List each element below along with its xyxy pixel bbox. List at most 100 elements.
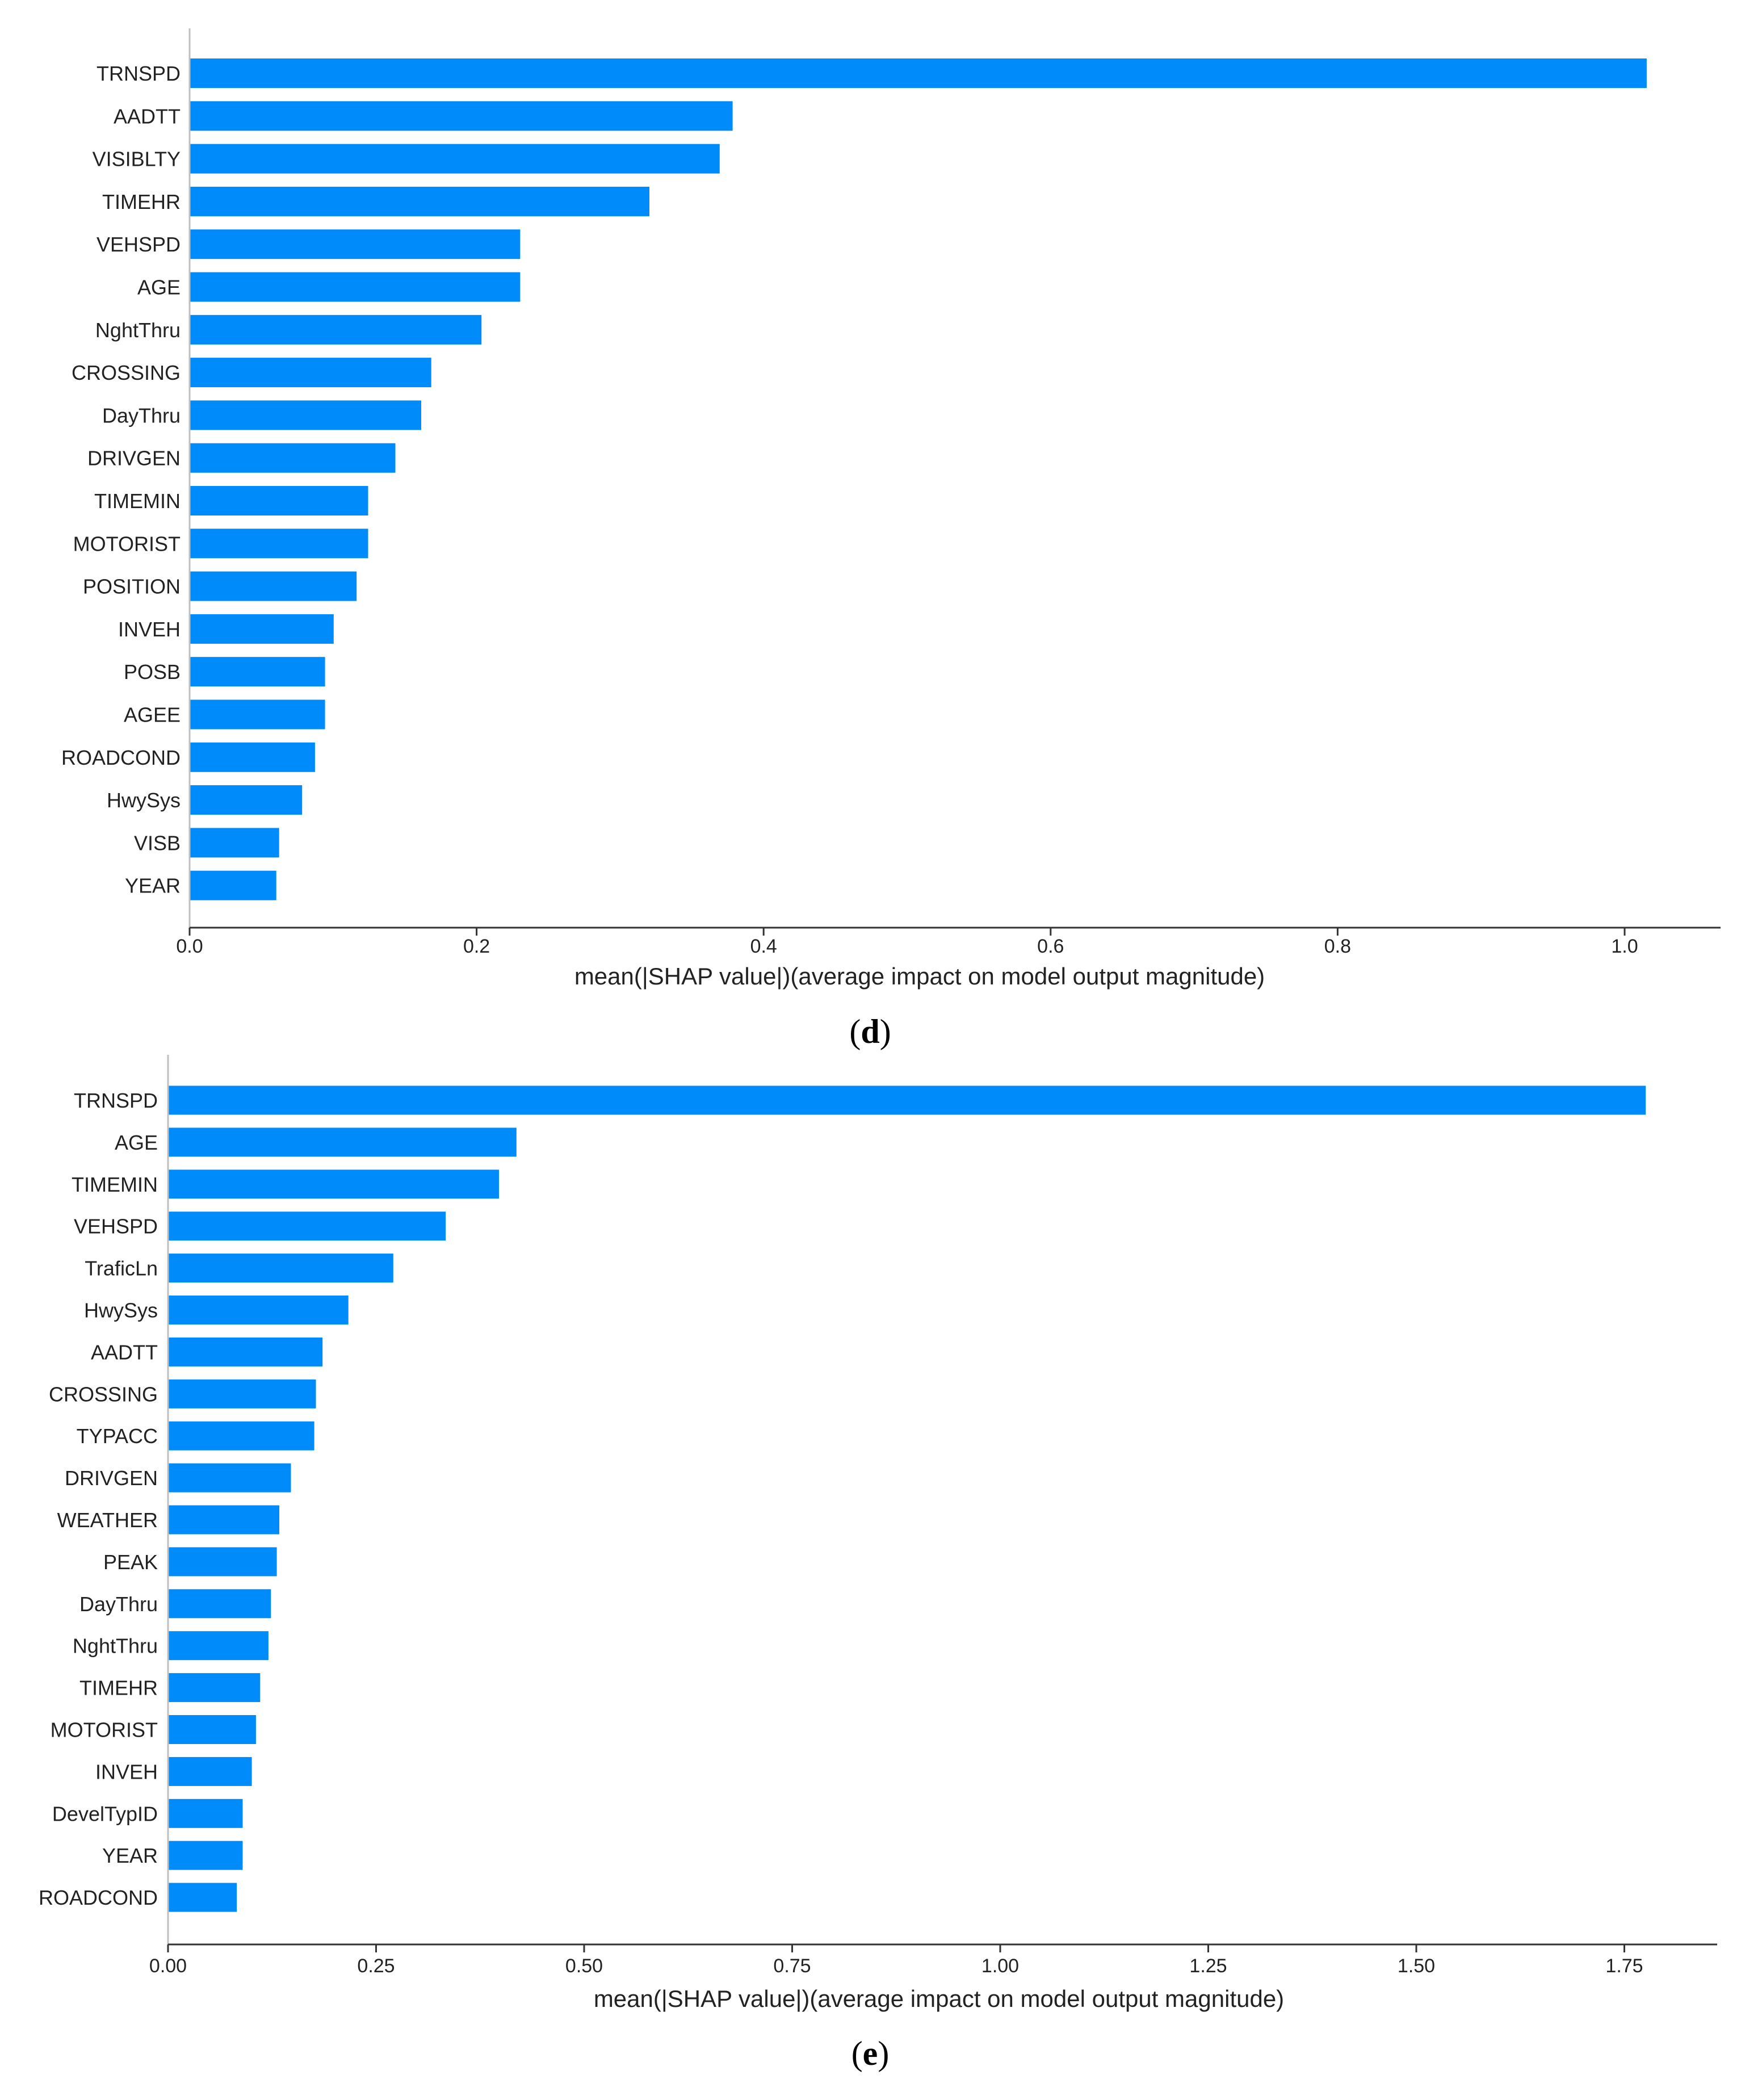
category-label-vehspd: VEHSPD: [74, 1215, 158, 1238]
category-label-trnspd: TRNSPD: [74, 1089, 158, 1112]
bar-roadcond: [169, 1883, 237, 1912]
bar-drivgen: [190, 443, 396, 473]
x-axis-label: mean(|SHAP value|)(average impact on mod…: [574, 963, 1265, 990]
bar-timemin: [190, 486, 368, 515]
bar-motorist: [190, 529, 368, 559]
category-label-age: AGE: [137, 276, 181, 299]
bar-aadtt: [169, 1337, 323, 1367]
category-label-hwysys: HwySys: [107, 789, 181, 812]
bar-age: [169, 1127, 517, 1157]
category-label-year: YEAR: [125, 874, 181, 898]
x-tick-label: 0.6: [1037, 936, 1064, 957]
bar-trnspd: [169, 1085, 1646, 1115]
bar-crossing: [169, 1379, 316, 1409]
bar-agee: [190, 699, 325, 730]
bar-nghtthru: [190, 315, 482, 345]
x-tick-label: 0.75: [773, 1955, 811, 1977]
bar-nghtthru: [169, 1631, 269, 1661]
bar-inveh: [169, 1757, 252, 1786]
category-label-year: YEAR: [102, 1844, 158, 1867]
bar-timehr: [190, 186, 649, 216]
category-label-typacc: TYPACC: [77, 1424, 158, 1448]
category-label-posb: POSB: [124, 660, 181, 684]
bar-traficln: [169, 1254, 393, 1283]
bar-trnspd: [190, 58, 1647, 88]
chart-panel-e: TRNSPD AGE TIMEMIN VEHSPD TraficLn HwySys AADT…: [39, 1055, 1717, 2072]
category-label-peak: PEAK: [103, 1550, 158, 1574]
category-label-drivgen: DRIVGEN: [65, 1466, 158, 1490]
x-tick-label: 0.4: [750, 936, 777, 957]
bar-develtypid: [169, 1799, 243, 1828]
x-tick-label: 1.00: [981, 1955, 1019, 1977]
bar-year: [169, 1841, 243, 1870]
category-label-vehspd: VEHSPD: [97, 233, 181, 256]
category-label-daythru: DayThru: [79, 1592, 158, 1616]
category-label-roadcond: ROADCOND: [39, 1886, 158, 1909]
category-label-age: AGE: [115, 1131, 158, 1154]
category-label-roadcond: ROADCOND: [61, 746, 181, 769]
bar-year: [190, 870, 276, 900]
category-label-timehr: TIMEHR: [79, 1676, 158, 1700]
category-label-daythru: DayThru: [102, 404, 181, 427]
bar-weather: [169, 1505, 279, 1535]
category-label-timehr: TIMEHR: [102, 190, 181, 213]
bar-aadtt: [190, 101, 733, 131]
category-label-traficln: TraficLn: [85, 1257, 158, 1280]
bar-daythru: [169, 1589, 271, 1619]
category-label-position: POSITION: [83, 575, 181, 598]
bar-motorist: [169, 1715, 256, 1744]
category-label-drivgen: DRIVGEN: [87, 447, 181, 470]
x-tick-label: 1.75: [1605, 1955, 1643, 1977]
bar-vehspd: [169, 1212, 446, 1241]
bar-inveh: [190, 614, 334, 644]
x-tick-label: 0.8: [1324, 936, 1351, 957]
bar-visiblty: [190, 144, 720, 174]
category-label-timemin: TIMEMIN: [94, 489, 181, 513]
category-label-weather: WEATHER: [57, 1508, 158, 1532]
bar-timemin: [169, 1170, 499, 1199]
category-label-trnspd: TRNSPD: [97, 62, 181, 85]
bar-crossing: [190, 358, 431, 388]
category-label-nghtthru: NghtThru: [95, 318, 181, 342]
bar-vehspd: [190, 229, 521, 259]
bar-typacc: [169, 1421, 314, 1451]
category-label-nghtthru: NghtThru: [73, 1634, 158, 1658]
category-label-crossing: CROSSING: [49, 1382, 158, 1406]
category-label-visb: VISB: [134, 831, 181, 854]
panel-label: (e): [851, 2035, 890, 2072]
bar-daythru: [190, 400, 421, 430]
category-label-agee: AGEE: [124, 703, 181, 727]
bar-age: [190, 272, 521, 302]
category-label-aadtt: AADTT: [114, 104, 181, 128]
chart-panel-d: TRNSPD AADTT VISIBLTY TIMEHR VEHSPD AGE NghtTh…: [61, 28, 1721, 1050]
category-label-crossing: CROSSING: [72, 361, 181, 384]
category-label-develtypid: DevelTypID: [52, 1802, 158, 1825]
x-tick-label: 1.0: [1611, 936, 1638, 957]
bar-peak: [169, 1547, 277, 1577]
x-tick-label: 1.50: [1398, 1955, 1435, 1977]
category-label-motorist: MOTORIST: [73, 532, 181, 555]
bar-hwysys: [190, 785, 303, 815]
category-label-motorist: MOTORIST: [51, 1718, 158, 1742]
x-tick-label: 0.0: [176, 936, 203, 957]
category-label-aadtt: AADTT: [91, 1340, 158, 1364]
category-label-timemin: TIMEMIN: [72, 1173, 158, 1196]
x-tick-label: 0.25: [357, 1955, 395, 1977]
x-tick-label: 0.00: [149, 1955, 187, 1977]
category-label-inveh: INVEH: [118, 618, 181, 641]
bar-roadcond: [190, 742, 315, 772]
bar-visb: [190, 828, 279, 858]
bar-drivgen: [169, 1463, 291, 1493]
x-tick-label: 0.2: [463, 936, 490, 957]
bar-hwysys: [169, 1296, 349, 1324]
bar-position: [190, 571, 357, 601]
panel-label: (d): [849, 1013, 891, 1050]
x-tick-label: 0.50: [565, 1955, 603, 1977]
category-label-visiblty: VISIBLTY: [93, 148, 181, 171]
bar-posb: [190, 657, 325, 687]
bar-timehr: [169, 1673, 261, 1703]
category-label-inveh: INVEH: [95, 1760, 158, 1783]
category-label-hwysys: HwySys: [84, 1299, 158, 1322]
x-axis-label: mean(|SHAP value|)(average impact on mod…: [594, 1985, 1284, 2012]
